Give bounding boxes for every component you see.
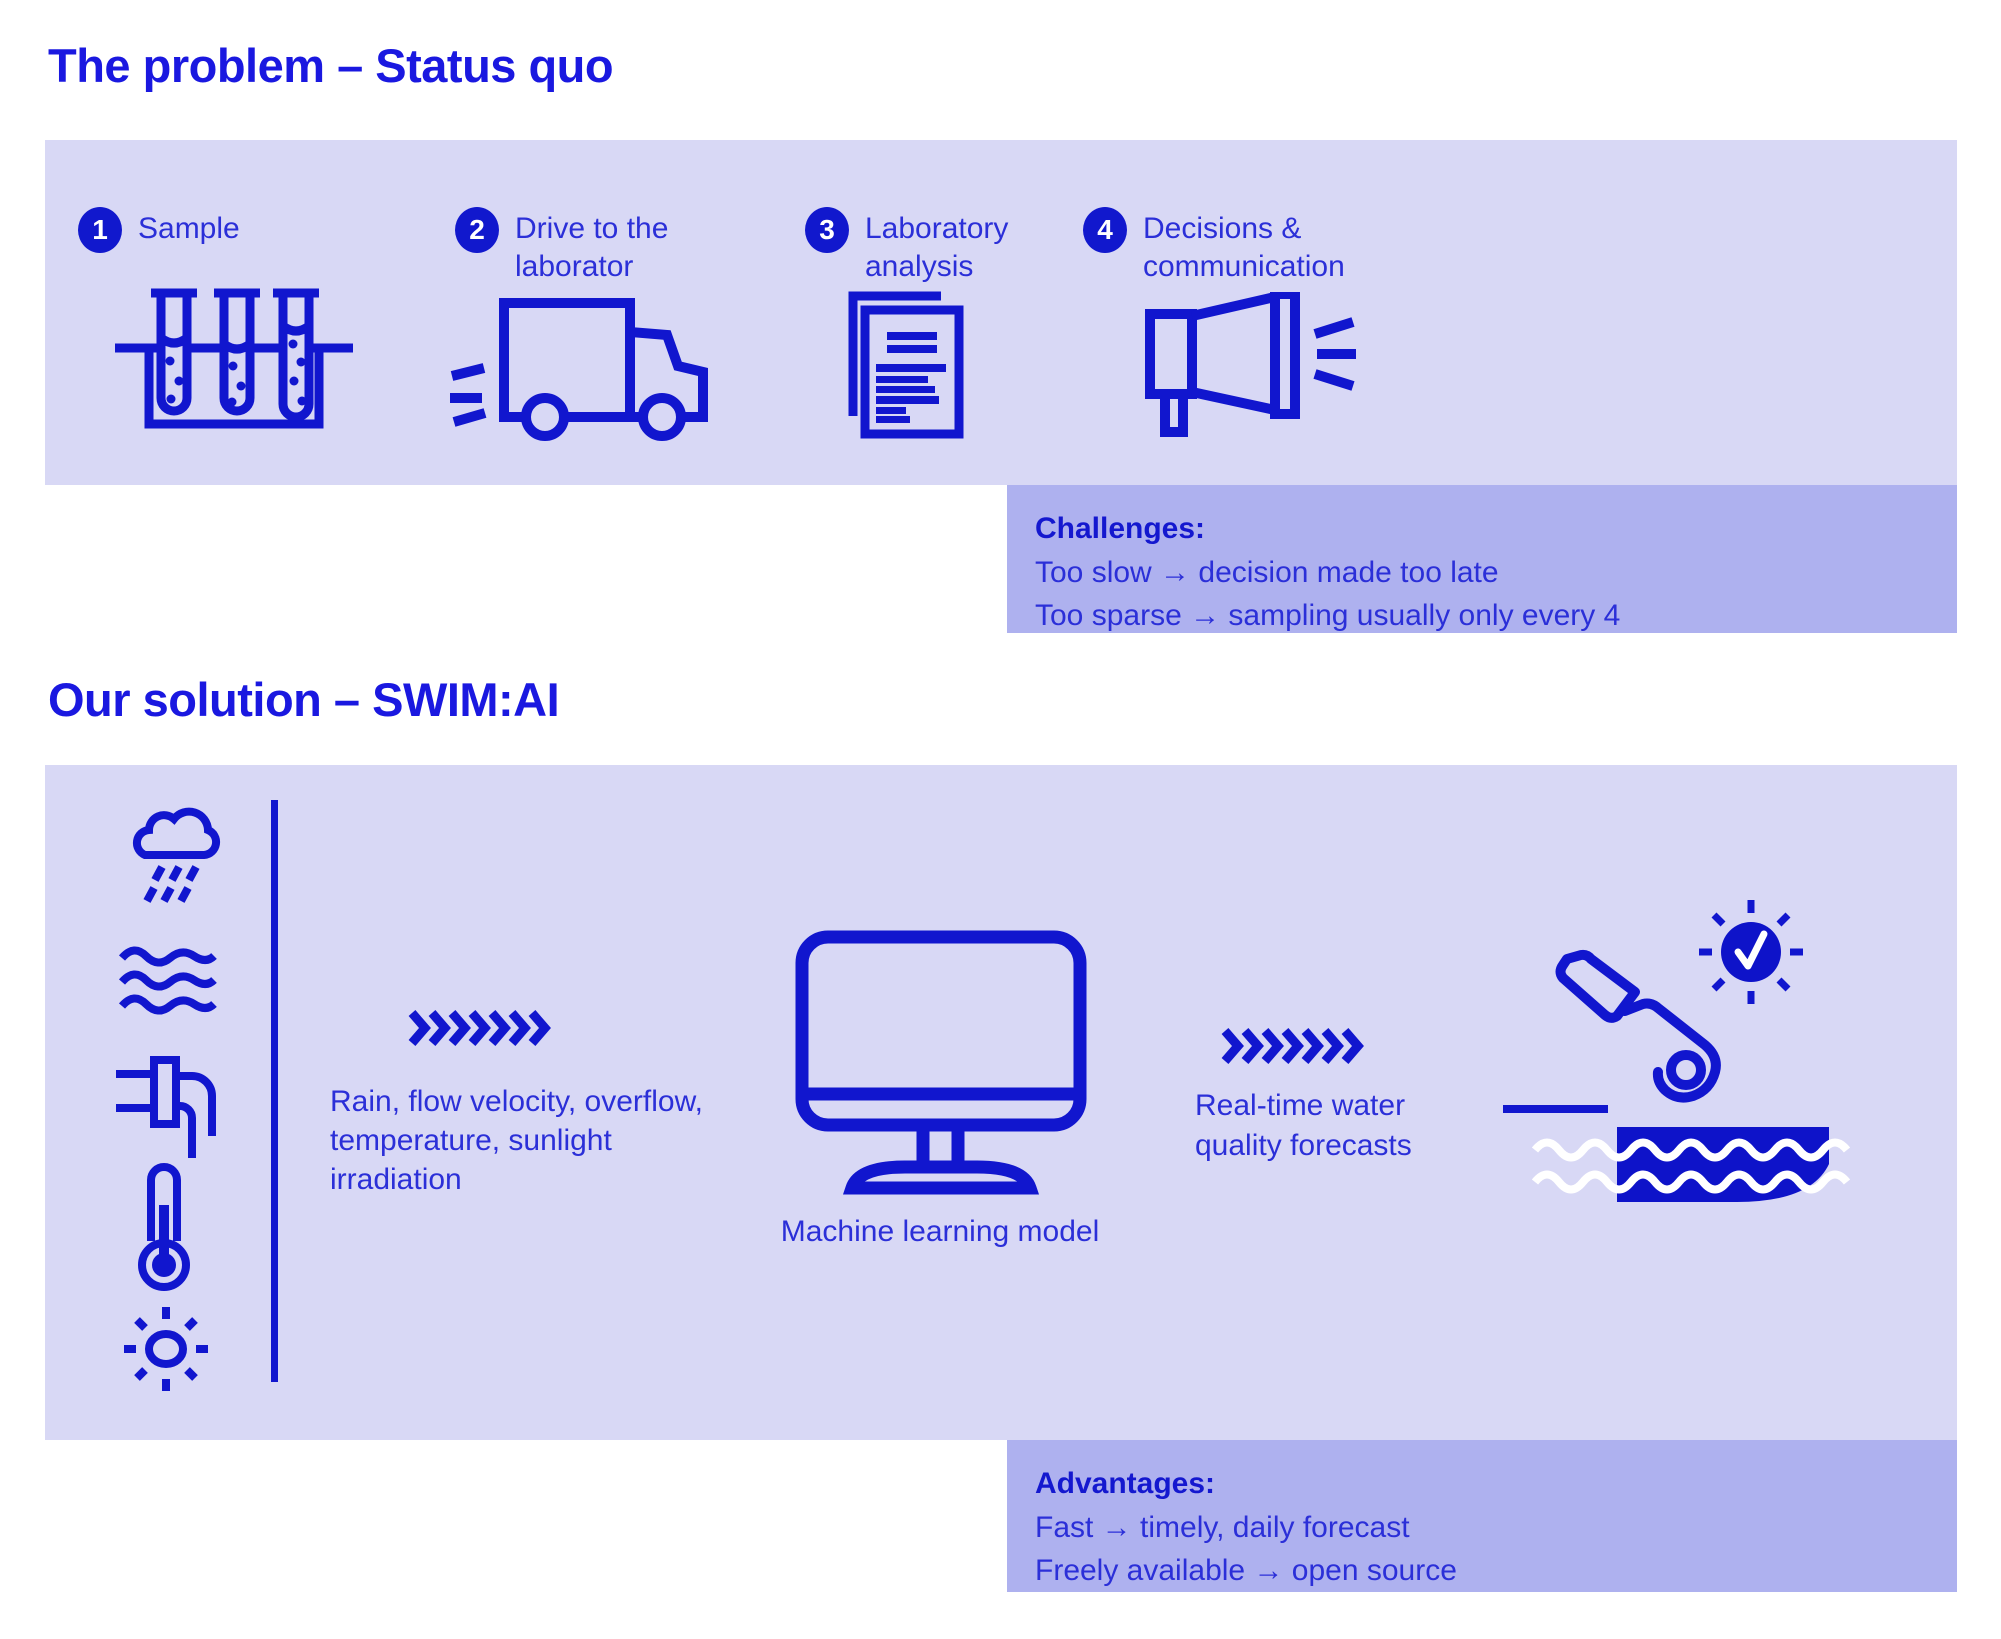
- problem-panel: [45, 140, 1957, 485]
- step-3: 3 Laboratory analysis: [805, 207, 1065, 286]
- diver-scene-icon: [1503, 900, 1851, 1202]
- step-4: 4 Decisions & communication: [1083, 207, 1443, 286]
- waves-icon: [118, 946, 217, 1015]
- step-1: 1 Sample: [78, 207, 408, 253]
- step-1-badge: 1: [78, 207, 122, 253]
- step-3-badge: 3: [805, 207, 849, 253]
- advantage-item-1: Fast → timely, daily forecast: [1035, 1511, 1410, 1544]
- lab-report-icon: [848, 291, 964, 439]
- step-2-badge: 2: [455, 207, 499, 253]
- step-4-label: Decisions & communication: [1143, 212, 1345, 283]
- truck-icon: [450, 298, 708, 441]
- challenge-item-2: Too sparse → sampling usually only every…: [1035, 599, 1621, 632]
- problem-title: The problem – Status quo: [48, 39, 614, 92]
- sun-check-icon: [1699, 900, 1803, 1004]
- forecast-label: Real-time water quality forecasts: [1195, 1089, 1412, 1162]
- challenge-item-1: Too slow → decision made too late: [1035, 556, 1499, 589]
- challenges-heading: Challenges:: [1035, 512, 1206, 545]
- flow-arrows-icon: [1221, 1028, 1364, 1064]
- model-inputs-label: Rain, flow velocity, overflow, temperatu…: [330, 1085, 703, 1196]
- thermometer-icon: [138, 1163, 190, 1291]
- step-3-label: Laboratory analysis: [865, 212, 1009, 283]
- sun-icon: [124, 1307, 208, 1391]
- challenges-box: Challenges: Too slow → decision made too…: [1007, 485, 1957, 633]
- model-label: Machine learning model: [780, 1215, 1100, 1248]
- input-divider: [271, 800, 278, 1382]
- step-2-label: Drive to the laborator: [515, 212, 669, 283]
- solution-title: Our solution – SWIM:AI: [48, 673, 560, 726]
- flow-arrows-icon: [408, 1010, 551, 1046]
- step-1-label: Sample: [138, 212, 240, 245]
- advantages-box: Advantages: Fast → timely, daily forecas…: [1007, 1440, 1957, 1592]
- step-4-badge: 4: [1083, 207, 1127, 253]
- rain-cloud-icon: [132, 807, 221, 903]
- monitor-icon: [795, 930, 1087, 1195]
- advantages-heading: Advantages:: [1035, 1467, 1216, 1500]
- megaphone-icon: [1145, 292, 1356, 437]
- outflow-pipe-icon: [116, 1056, 216, 1158]
- test-tubes-icon: [115, 288, 353, 429]
- advantage-item-2: Freely available → open source: [1035, 1554, 1457, 1587]
- step-2: 2 Drive to the laborator: [455, 207, 785, 286]
- solution-panel: [45, 765, 1957, 1440]
